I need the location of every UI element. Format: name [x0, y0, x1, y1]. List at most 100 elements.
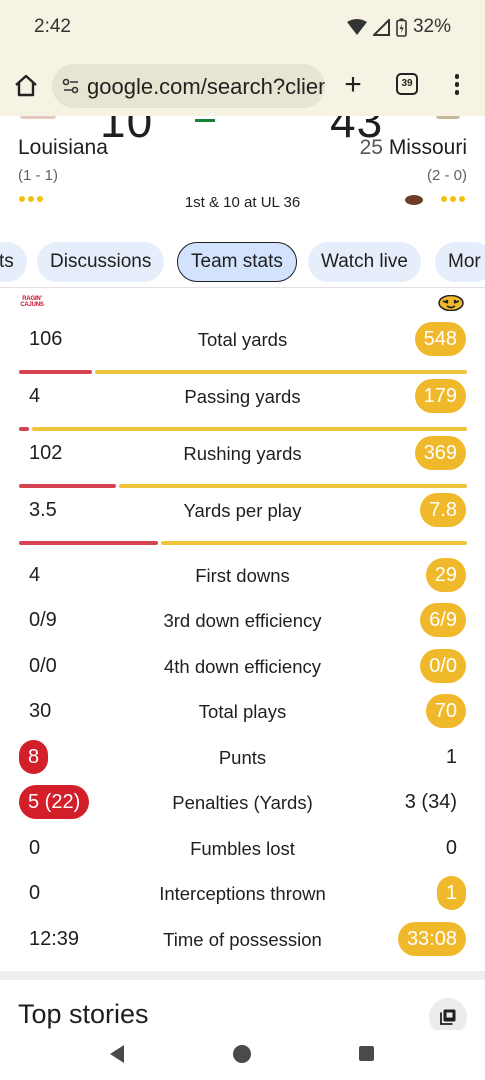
stat-row-first-downs: 4 First downs 29: [0, 556, 485, 596]
top-stories-heading: Top stories: [18, 999, 149, 1029]
wifi-icon: [346, 19, 367, 35]
home-nav-icon[interactable]: [233, 1045, 251, 1063]
away-timeouts: [441, 196, 465, 202]
stat-right-value: 70: [425, 694, 466, 728]
stories-icon: [440, 1009, 456, 1025]
more-menu-icon[interactable]: [452, 74, 462, 98]
stat-left-value: 5 (22): [19, 785, 90, 819]
stat-right-value: 0: [445, 837, 457, 859]
stat-right-value: 0/0: [420, 649, 466, 683]
site-settings-icon[interactable]: [62, 77, 80, 95]
stat-label: Interceptions thrown: [159, 883, 326, 904]
stat-label: Time of possession: [163, 929, 322, 950]
score-separator: [195, 119, 215, 122]
stat-right-value: 1: [445, 746, 457, 768]
stat-left-value: 4: [29, 385, 41, 407]
tab-chips: ts Discussions Team stats Watch live Mor: [0, 238, 485, 286]
stat-right-value: 548: [414, 322, 466, 356]
stat-label: 3rd down efficiency: [163, 610, 322, 631]
stat-label: 4th down efficiency: [163, 656, 321, 677]
stat-label: First downs: [195, 565, 290, 586]
tab-highlights[interactable]: ts: [0, 242, 27, 282]
stat-label: Fumbles lost: [190, 838, 295, 859]
stat-bar-away: [32, 427, 467, 431]
top-stories-button[interactable]: [429, 998, 467, 1036]
stat-bar-away: [161, 541, 467, 545]
stat-bar-yards-per-play: [19, 541, 467, 545]
stat-label: Total yards: [197, 329, 288, 350]
new-tab-button[interactable]: +: [344, 68, 362, 101]
status-time: 2:42: [34, 16, 71, 37]
divider: [0, 287, 485, 288]
stat-bar-home: [19, 370, 92, 374]
stat-label: Rushing yards: [183, 443, 302, 464]
stat-row-interceptions: 0 Interceptions thrown 1: [0, 874, 485, 914]
stat-bar-home: [19, 427, 29, 431]
stat-left-value: 0: [29, 837, 41, 859]
stat-label: Passing yards: [184, 386, 301, 407]
home-team-name[interactable]: Louisiana: [18, 136, 108, 159]
battery-percent: 32%: [412, 16, 451, 37]
tab-discussions[interactable]: Discussions: [37, 242, 165, 282]
stat-left-value: 12:39: [29, 928, 80, 950]
stat-label: Punts: [218, 747, 267, 768]
stat-right-value: 1: [436, 876, 466, 910]
stat-left-value: 4: [29, 564, 41, 586]
stat-row-total-yards: 106 Total yards 548: [0, 320, 485, 360]
home-score: 10: [100, 116, 154, 147]
away-team-record: (2 - 0): [426, 167, 467, 184]
home-icon[interactable]: [12, 72, 40, 100]
tab-switcher-button[interactable]: 39: [396, 73, 418, 95]
battery-icon: [396, 18, 407, 37]
missouri-tiger-logo: [438, 295, 464, 311]
stat-row-time-of-possession: 12:39 Time of possession 33:08: [0, 920, 485, 960]
louisiana-logo-text: RAGIN' CAJUNS: [20, 296, 44, 308]
stat-left-value: 3.5: [29, 499, 57, 521]
url-text: google.com/search?client: [87, 74, 325, 99]
stat-label: Penalties (Yards): [172, 792, 313, 813]
tab-watch-live[interactable]: Watch live: [308, 242, 421, 282]
away-score: 43: [330, 116, 384, 147]
stat-right-value: 6/9: [420, 603, 466, 637]
stat-left-value: 0/0: [29, 655, 57, 677]
stat-right-value: 179: [414, 379, 466, 413]
stat-bar-total-yards: [19, 370, 467, 374]
back-icon[interactable]: [108, 1044, 126, 1064]
tab-more[interactable]: Mor: [435, 242, 485, 282]
away-team-name[interactable]: 25 Missouri: [360, 136, 467, 160]
stat-right-value: 369: [414, 436, 466, 470]
url-bar[interactable]: google.com/search?client: [52, 64, 325, 108]
tab-team-stats[interactable]: Team stats: [177, 242, 297, 282]
stat-bar-away: [95, 370, 467, 374]
stat-left-value: 106: [29, 328, 63, 350]
stat-bar-away: [119, 484, 467, 488]
stat-row-4th-down-efficiency: 0/0 4th down efficiency 0/0: [0, 647, 485, 687]
scoreboard: 10 43 Louisiana 25 Missouri (1 - 1) (2 -…: [0, 116, 485, 224]
game-situation: 1st & 10 at UL 36: [184, 194, 301, 211]
away-team-logo-partial: [436, 116, 460, 119]
stat-row-punts: 8 Punts 1: [0, 738, 485, 778]
stat-left-value: 102: [29, 442, 63, 464]
stat-bar-home: [19, 484, 116, 488]
stat-row-passing-yards: 4 Passing yards 179: [0, 377, 485, 417]
stat-left-value: 30: [29, 700, 52, 722]
louisiana-logo: RAGIN' CAJUNS: [19, 296, 45, 310]
stat-right-value: 7.8: [420, 493, 466, 527]
stat-right-value: 33:08: [397, 922, 466, 956]
home-timeouts: [19, 196, 43, 202]
stat-row-3rd-down-efficiency: 0/9 3rd down efficiency 6/9: [0, 601, 485, 641]
stat-left-value: 8: [19, 740, 49, 774]
stat-left-value: 0: [29, 882, 41, 904]
stat-bar-rushing-yards: [19, 484, 467, 488]
stat-left-value: 0/9: [29, 609, 57, 631]
status-icons: 32%: [346, 16, 451, 38]
stat-right-value: 29: [425, 558, 466, 592]
status-bar: 2:42 32%: [0, 0, 485, 56]
stat-label: Total plays: [198, 701, 287, 722]
recents-icon[interactable]: [359, 1046, 374, 1061]
away-team-label: Missouri: [388, 136, 467, 159]
home-team-record: (1 - 1): [18, 167, 59, 184]
stat-right-value: 3 (34): [404, 791, 457, 813]
home-team-logo-partial: [20, 116, 56, 119]
stat-row-total-plays: 30 Total plays 70: [0, 692, 485, 732]
